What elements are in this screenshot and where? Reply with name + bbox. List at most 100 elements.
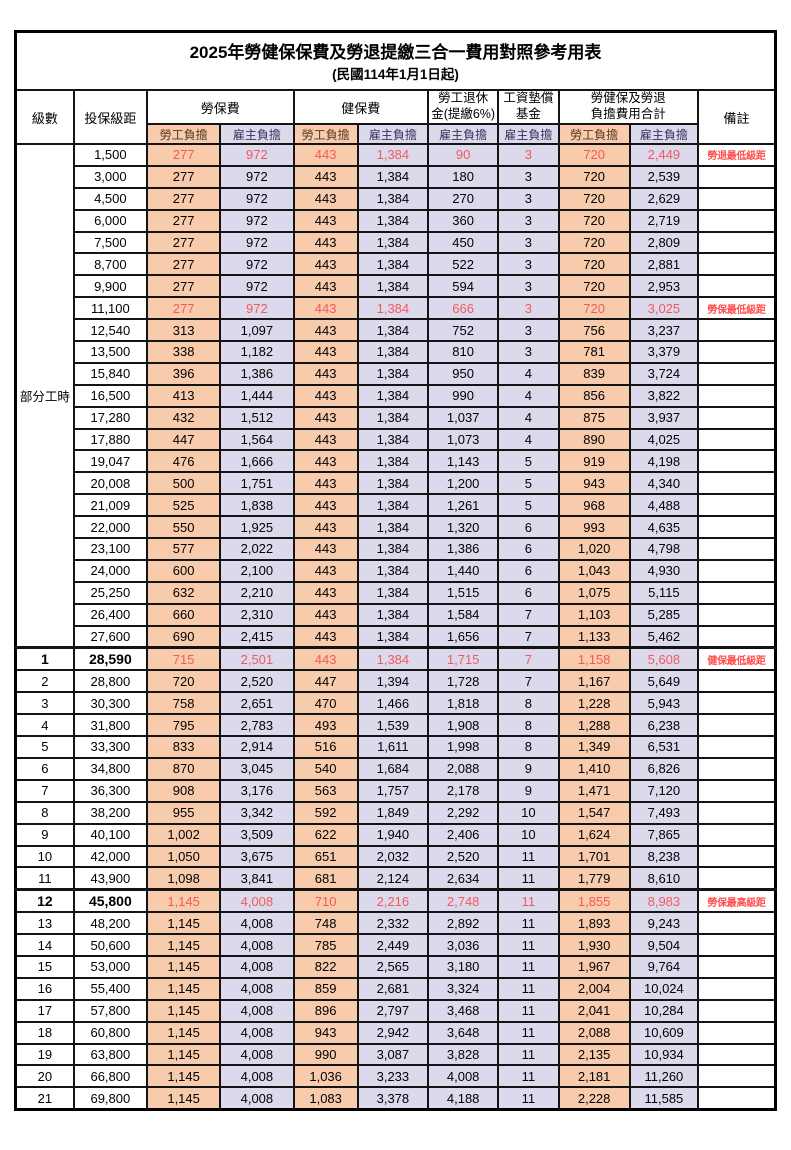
- cell-labor-employer: 2,520: [219, 669, 295, 694]
- cell-labor-employee: 277: [145, 252, 222, 277]
- cell-note: 健保最低級距: [697, 646, 777, 672]
- cell-total-employer: 2,539: [628, 164, 700, 189]
- subheader-health-employee: 勞工負擔: [292, 123, 359, 145]
- cell-note: [697, 537, 777, 561]
- cell-total-employer: 8,610: [628, 866, 700, 891]
- cell-pension-employer: 1,515: [427, 580, 500, 605]
- cell-total-employer: 3,025: [628, 296, 700, 321]
- cell-labor-employee: 955: [145, 800, 222, 825]
- table-row: 17 57,800 1,145 4,008 896 2,797 3,468 11 2,041 10…: [14, 998, 777, 1023]
- cell-total-employer: 10,609: [628, 1020, 700, 1045]
- cell-health-employer: 1,384: [356, 208, 430, 233]
- cell-labor-employer: 2,022: [219, 537, 295, 561]
- cell-labor-employer: 3,675: [219, 844, 295, 869]
- cell-level: 16: [14, 976, 75, 1001]
- cell-health-employee: 516: [292, 735, 359, 759]
- cell-bracket: 43,900: [72, 866, 148, 891]
- cell-health-employer: 1,384: [356, 624, 430, 650]
- col-header-wage-fund: 工資墊償 基金: [497, 89, 560, 125]
- cell-total-employer: 7,493: [628, 800, 700, 825]
- cell-bracket: 11,100: [72, 296, 148, 321]
- cell-labor-employee: 1,002: [145, 822, 222, 847]
- cell-labor-employee: 1,145: [145, 911, 222, 936]
- cell-total-employee: 1,701: [557, 844, 631, 869]
- cell-labor-employer: 1,182: [219, 340, 295, 364]
- cell-pension-employer: 4,008: [427, 1064, 500, 1089]
- cell-level: 15: [14, 954, 75, 979]
- cell-pension-employer: 3,036: [427, 933, 500, 957]
- table-row: 9 40,100 1,002 3,509 622 1,940 2,406 10 1,624 7,8…: [14, 822, 777, 847]
- cell-wage-fund-employer: 10: [497, 822, 560, 847]
- cell-wage-fund-employer: 11: [497, 1086, 560, 1111]
- cell-labor-employer: 2,210: [219, 580, 295, 605]
- cell-labor-employee: 432: [145, 405, 222, 430]
- cell-labor-employee: 277: [145, 208, 222, 233]
- cell-pension-employer: 90: [427, 143, 500, 167]
- cell-labor-employee: 313: [145, 318, 222, 343]
- cell-wage-fund-employer: 6: [497, 537, 560, 561]
- cell-labor-employee: 690: [145, 624, 222, 650]
- cell-health-employer: 1,384: [356, 580, 430, 605]
- cell-total-employee: 1,133: [557, 624, 631, 650]
- cell-health-employee: 443: [292, 252, 359, 277]
- cell-labor-employee: 476: [145, 449, 222, 474]
- table-row: 5 33,300 833 2,914 516 1,611 1,998 8 1,349 6,531: [14, 735, 777, 759]
- cell-pension-employer: 666: [427, 296, 500, 321]
- cell-pension-employer: 950: [427, 361, 500, 386]
- cell-labor-employee: 413: [145, 383, 222, 408]
- cell-health-employer: 1,384: [356, 405, 430, 430]
- cell-health-employee: 443: [292, 580, 359, 605]
- cell-labor-employer: 4,008: [219, 1020, 295, 1045]
- cell-total-employee: 1,043: [557, 558, 631, 583]
- cell-labor-employer: 972: [219, 252, 295, 277]
- cell-total-employee: 1,158: [557, 646, 631, 672]
- cell-total-employer: 8,983: [628, 888, 700, 914]
- subheader-labor-employee: 勞工負擔: [145, 123, 222, 145]
- cell-note: [697, 230, 777, 255]
- cell-bracket: 4,500: [72, 186, 148, 211]
- cell-health-employee: 681: [292, 866, 359, 891]
- cell-labor-employer: 972: [219, 296, 295, 321]
- cell-wage-fund-employer: 10: [497, 800, 560, 825]
- cell-labor-employee: 600: [145, 558, 222, 583]
- cell-total-employee: 756: [557, 318, 631, 343]
- cell-wage-fund-employer: 3: [497, 340, 560, 364]
- subheader-pension-employer: 雇主負擔: [427, 123, 500, 145]
- cell-health-employer: 1,384: [356, 318, 430, 343]
- cell-labor-employer: 972: [219, 208, 295, 233]
- cell-bracket: 7,500: [72, 230, 148, 255]
- table-row: 17,880 447 1,564 443 1,384 1,073 4 890 4,025: [16, 427, 777, 452]
- cell-pension-employer: 4,188: [427, 1086, 500, 1111]
- cell-note: [697, 933, 777, 957]
- cell-note: [697, 602, 777, 627]
- cell-total-employer: 9,504: [628, 933, 700, 957]
- cell-pension-employer: 2,292: [427, 800, 500, 825]
- cell-total-employee: 720: [557, 274, 631, 299]
- cell-health-employee: 443: [292, 383, 359, 408]
- cell-labor-employer: 1,512: [219, 405, 295, 430]
- cell-health-employee: 1,036: [292, 1064, 359, 1089]
- subheader-wage-fund-employer: 雇主負擔: [497, 123, 560, 145]
- col-header-note: 備註: [697, 89, 777, 145]
- cell-wage-fund-employer: 9: [497, 778, 560, 803]
- cell-total-employee: 1,624: [557, 822, 631, 847]
- cell-health-employer: 1,684: [356, 756, 430, 781]
- cell-bracket: 21,009: [72, 493, 148, 518]
- cell-health-employer: 2,124: [356, 866, 430, 891]
- table-row: 8 38,200 955 3,342 592 1,849 2,292 10 1,547 7,493: [14, 800, 777, 825]
- cell-note: [697, 164, 777, 189]
- cell-level: 7: [14, 778, 75, 803]
- cell-health-employee: 443: [292, 164, 359, 189]
- cell-wage-fund-employer: 6: [497, 515, 560, 540]
- cell-pension-employer: 180: [427, 164, 500, 189]
- cell-level: 21: [14, 1086, 75, 1111]
- header-row-1: 級數 投保級距 勞保費 健保費 勞工退休 金(提繳6%) 工資墊償 基金 勞健保…: [14, 89, 777, 145]
- cell-health-employer: 1,384: [356, 296, 430, 321]
- cell-health-employee: 822: [292, 954, 359, 979]
- cell-pension-employer: 2,178: [427, 778, 500, 803]
- col-header-bracket: 投保級距: [72, 89, 148, 145]
- cell-pension-employer: 3,468: [427, 998, 500, 1023]
- table-title-block: 2025年勞健保保費及勞退提繳三合一費用對照參考用表 (民國114年1月1日起): [14, 30, 777, 91]
- cell-health-employee: 592: [292, 800, 359, 825]
- cell-wage-fund-employer: 8: [497, 691, 560, 716]
